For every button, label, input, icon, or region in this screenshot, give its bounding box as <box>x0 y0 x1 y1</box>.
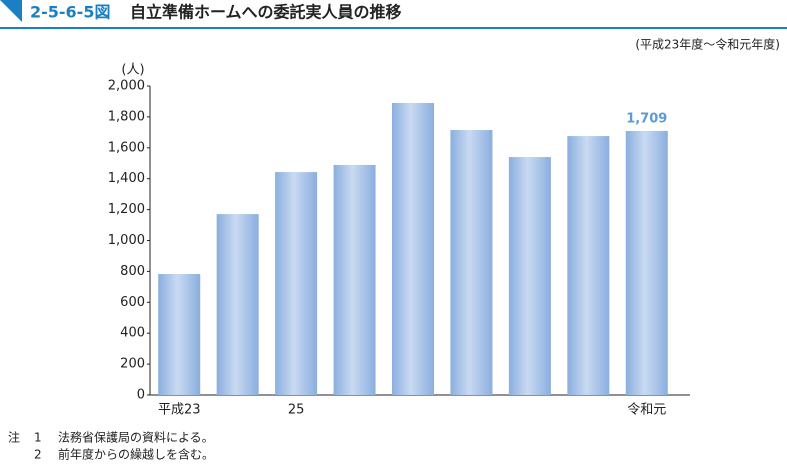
chart-subtitle: (平成23年度～令和元年度) <box>635 37 780 52</box>
bar <box>392 102 434 396</box>
bar <box>275 172 318 395</box>
chart-title: 自立準備ホームへの委託実人員の推移 <box>130 3 402 22</box>
y-tick-label: 600 <box>120 295 145 310</box>
note-text: 法務省保護局の資料による。 <box>58 430 214 445</box>
bar <box>158 274 201 395</box>
note-prefix: 注 <box>8 430 20 445</box>
header-mark <box>0 0 22 22</box>
y-tick-label: 400 <box>120 326 145 341</box>
value-label: 1,709 <box>626 111 667 126</box>
y-tick-label: 200 <box>120 357 145 372</box>
note-number: 1 <box>34 431 42 445</box>
y-tick-label: 1,400 <box>108 171 145 186</box>
x-tick-label: 平成23 <box>158 403 201 418</box>
y-tick-label: 1,600 <box>108 140 145 155</box>
y-tick-label: 1,200 <box>108 202 145 217</box>
bar <box>333 164 376 395</box>
bar <box>450 130 493 395</box>
bar <box>216 214 259 395</box>
y-tick-label: 1,000 <box>108 233 145 248</box>
y-tick-label: 2,000 <box>108 79 145 94</box>
bar <box>625 130 668 395</box>
x-tick-label: 25 <box>288 403 305 418</box>
note-text: 前年度からの繰越しを含む。 <box>58 447 214 462</box>
y-tick-label: 0 <box>137 388 145 403</box>
note-number: 2 <box>34 448 42 462</box>
y-axis-label: (人) <box>121 63 144 78</box>
y-tick-label: 800 <box>120 264 145 279</box>
bar <box>508 157 551 395</box>
x-tick-label: 令和元 <box>627 403 666 418</box>
bar <box>567 136 610 396</box>
y-tick-label: 1,800 <box>108 109 145 124</box>
figure-label: 2-5-6-5図 <box>30 3 110 22</box>
